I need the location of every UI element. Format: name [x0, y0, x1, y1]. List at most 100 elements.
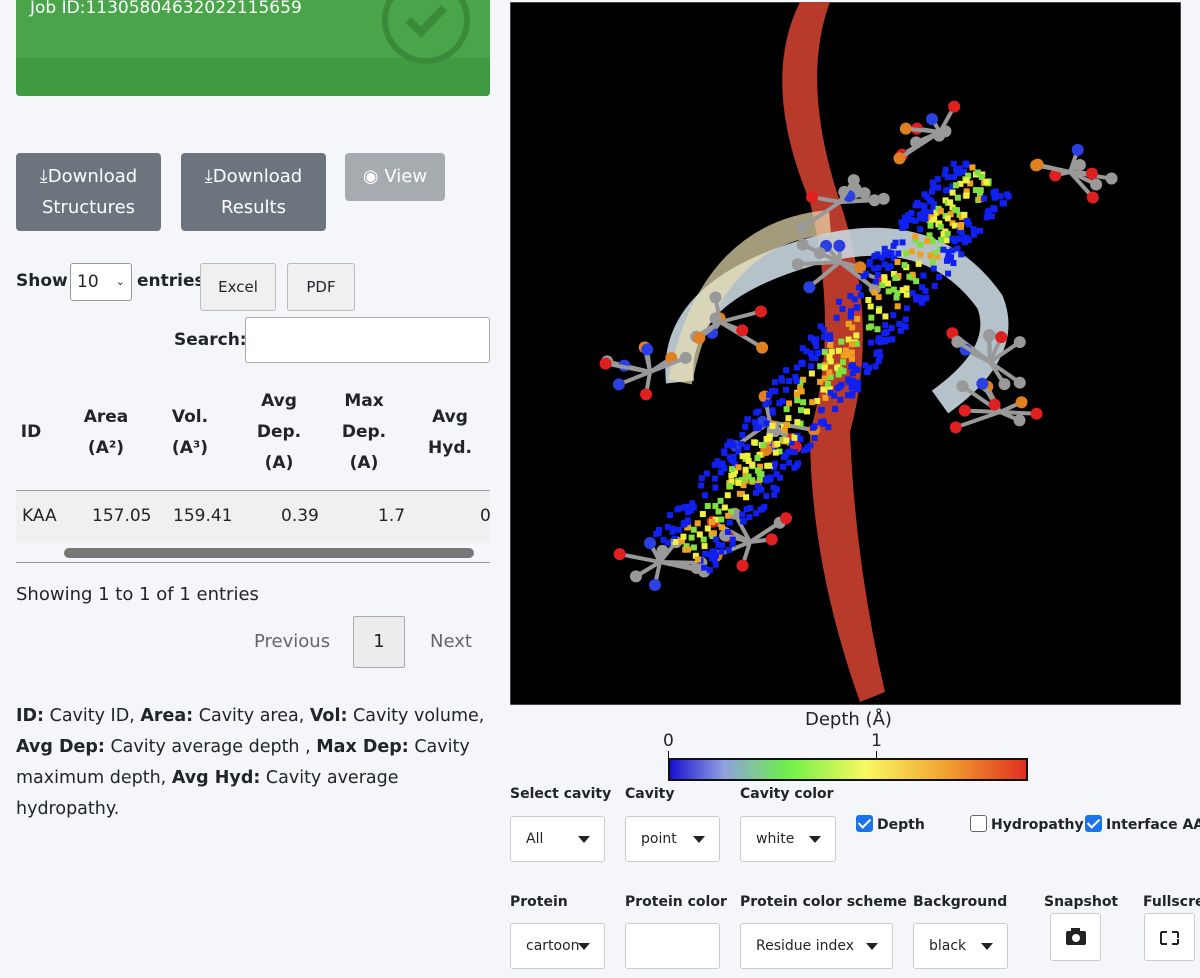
- page-length-select[interactable]: 10 ⌄: [70, 263, 132, 301]
- atom: [806, 191, 819, 204]
- search-input[interactable]: [245, 317, 490, 363]
- control-label: Cavity: [625, 786, 675, 802]
- fullscreen-button[interactable]: [1144, 913, 1195, 961]
- bond: [999, 410, 1037, 416]
- checkbox[interactable]: Hydropathy: [970, 815, 1084, 833]
- cavity-point: [934, 176, 941, 183]
- cavity-point: [983, 178, 990, 185]
- column-header[interactable]: Area (A²): [76, 402, 136, 464]
- cavity-point: [877, 353, 884, 360]
- checkbox[interactable]: Depth: [856, 815, 925, 833]
- cavity-point: [906, 273, 913, 280]
- cavity-point: [769, 422, 776, 429]
- cavity-point: [851, 296, 858, 303]
- cavity-point: [672, 538, 679, 545]
- bond: [955, 410, 1001, 430]
- cavity-point: [949, 247, 956, 254]
- cavity-point: [788, 439, 795, 446]
- cavity-point: [721, 448, 728, 455]
- cavity-point: [792, 373, 799, 380]
- atom: [736, 324, 749, 337]
- cavity-color-select[interactable]: white: [740, 816, 836, 862]
- control-label: Background: [913, 894, 1008, 910]
- cavity-point: [656, 526, 663, 533]
- cavity-point: [763, 493, 770, 500]
- atom: [1085, 167, 1098, 180]
- atom: [877, 192, 890, 205]
- cavity-point: [944, 173, 951, 180]
- cavity-point: [867, 339, 874, 346]
- protein-color-input[interactable]: [625, 923, 720, 969]
- bond: [898, 130, 942, 161]
- cavity-point: [828, 348, 835, 355]
- cavity-point: [765, 399, 772, 406]
- header-text: Vol.: [171, 407, 209, 427]
- cavity-point: [669, 528, 676, 535]
- atom: [796, 221, 809, 234]
- column-header[interactable]: Avg Dep. (A): [249, 386, 309, 479]
- protein-color-scheme-select[interactable]: Residue index: [740, 923, 893, 969]
- checkbox[interactable]: Interface AA: [1085, 815, 1200, 833]
- cavity-select[interactable]: point: [625, 816, 720, 862]
- column-header[interactable]: Avg Hyd.: [420, 402, 480, 464]
- cavity-point: [894, 290, 901, 297]
- cavity-point: [749, 477, 756, 484]
- protein-select[interactable]: cartoon: [510, 923, 605, 969]
- cavity-point: [754, 467, 761, 474]
- cavity-point: [711, 475, 718, 482]
- excel-button[interactable]: Excel: [200, 263, 276, 311]
- cavity-point: [961, 211, 968, 218]
- table-row: [16, 491, 490, 543]
- scrollbar-thumb[interactable]: [64, 548, 474, 558]
- cavity-point: [777, 474, 784, 481]
- pdf-button[interactable]: PDF: [287, 263, 355, 311]
- download-structures-button[interactable]: ⤓Download Structures: [16, 153, 161, 231]
- cavity-point: [972, 228, 979, 235]
- column-header[interactable]: ID: [16, 417, 46, 448]
- cavity-point: [948, 254, 955, 261]
- select-cavity[interactable]: All: [510, 816, 605, 862]
- button-text: ⤓: [204, 166, 213, 187]
- cavity-point: [773, 486, 780, 493]
- cavity-point: [791, 434, 798, 441]
- cavity-point: [827, 389, 834, 396]
- cavity-point: [894, 258, 901, 265]
- atom: [796, 238, 809, 251]
- cavity-point: [913, 278, 920, 285]
- column-header[interactable]: Vol. (A³): [160, 402, 220, 464]
- snapshot-button[interactable]: [1050, 913, 1101, 961]
- cavity-point: [969, 164, 976, 171]
- cavity-point: [738, 491, 745, 498]
- background-select[interactable]: black: [913, 923, 1008, 969]
- header-text: ID: [20, 422, 42, 442]
- cavity-point: [680, 533, 687, 540]
- previous-button[interactable]: Previous: [254, 631, 331, 652]
- page-button[interactable]: 1: [353, 616, 405, 668]
- cavity-point: [800, 399, 807, 406]
- header-rule: [16, 490, 490, 491]
- cavity-point: [908, 216, 915, 223]
- cavity-point: [794, 364, 801, 371]
- colorbar-tick: [876, 751, 878, 758]
- cavity-point: [803, 408, 810, 415]
- column-header[interactable]: Max Dep. (A): [334, 386, 394, 479]
- cavity-point: [915, 260, 922, 267]
- cavity-point: [711, 548, 718, 555]
- view-button[interactable]: ◉ View: [345, 153, 445, 201]
- cavity-point: [903, 291, 910, 298]
- cavity-point: [783, 421, 790, 428]
- cavity-point: [671, 535, 678, 542]
- cavity-point: [848, 378, 855, 385]
- cavity-point: [769, 409, 776, 416]
- job-panel: Job ID:11305804632022115659: [16, 0, 490, 96]
- molecule-viewer[interactable]: [510, 2, 1181, 705]
- cavity-point: [855, 386, 862, 393]
- download-results-button[interactable]: ⤓Download Results: [181, 153, 326, 231]
- table-cell: 159.41: [173, 506, 233, 526]
- next-button[interactable]: Next: [430, 631, 472, 652]
- cavity-point: [735, 479, 742, 486]
- cavity-point: [783, 367, 790, 374]
- cavity-point: [865, 296, 872, 303]
- cavity-point: [655, 530, 662, 537]
- cavity-point: [793, 391, 800, 398]
